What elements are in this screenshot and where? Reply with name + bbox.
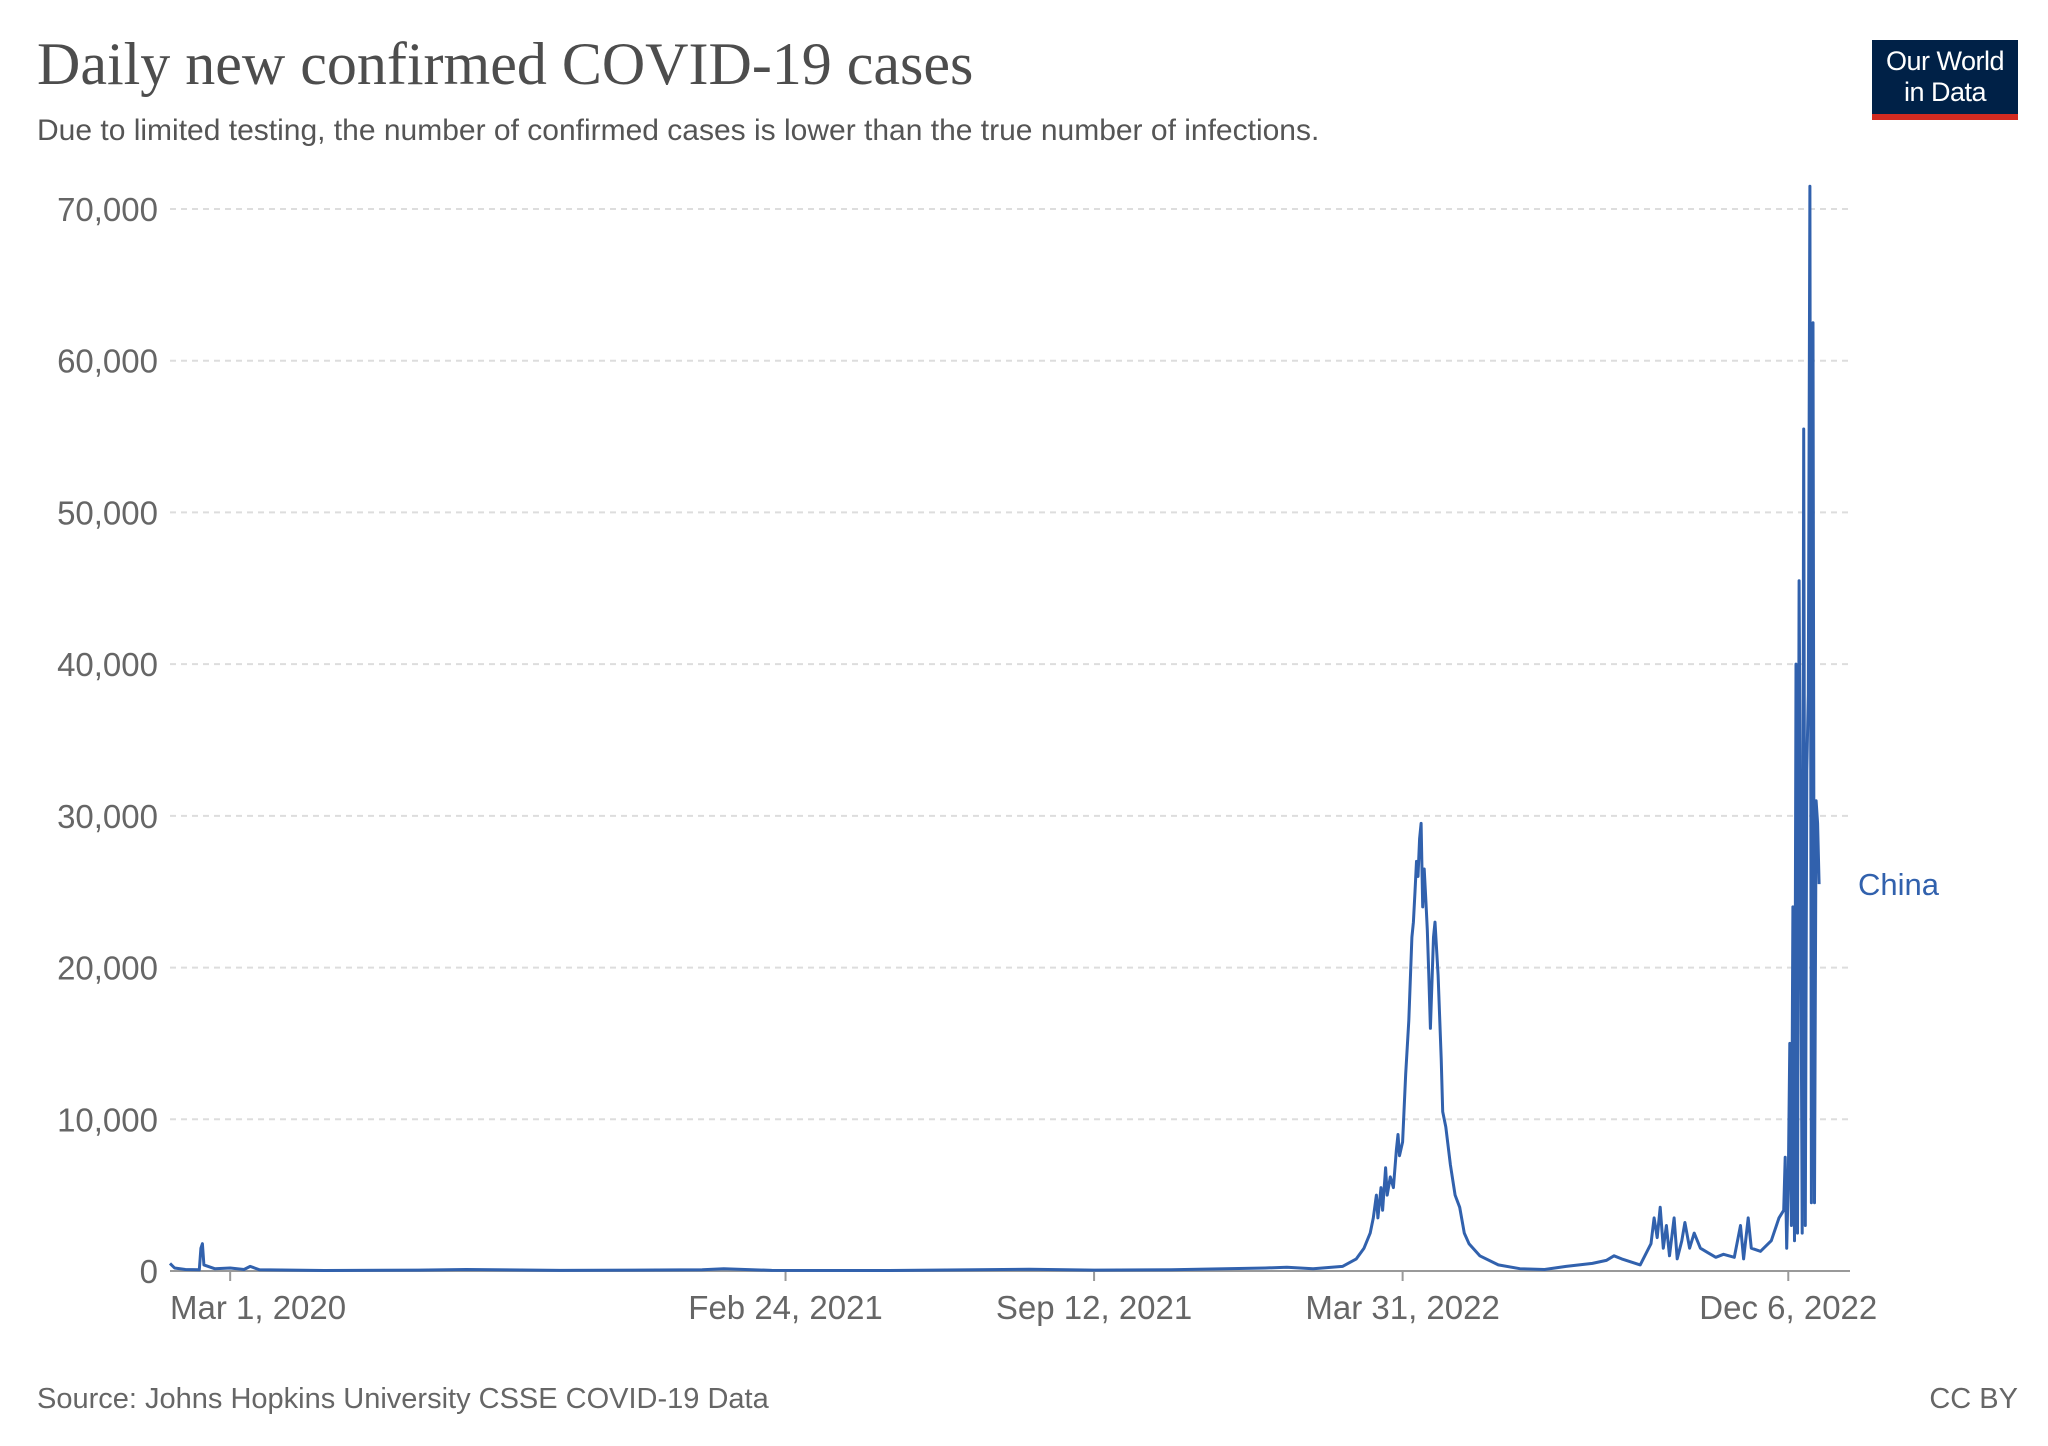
chart-subtitle: Due to limited testing, the number of co… (37, 114, 1320, 147)
y-axis: 0 10,000 20,000 30,000 40,000 50,000 60,000 70,… (57, 191, 158, 1290)
y-tick-label: 60,000 (57, 343, 158, 380)
y-tick-label: 50,000 (57, 494, 158, 531)
y-tick-label: 20,000 (57, 950, 158, 987)
y-tick-label: 10,000 (57, 1101, 158, 1138)
x-tick-label: Mar 1, 2020 (170, 1289, 346, 1326)
source-note[interactable]: Source: Johns Hopkins University CSSE CO… (37, 1383, 769, 1415)
x-tick-label: Feb 24, 2021 (688, 1289, 883, 1326)
y-tick-label: 40,000 (57, 646, 158, 683)
y-tick-label: 0 (140, 1253, 158, 1290)
logo-line-2: in Data (1903, 77, 1987, 107)
x-axis: Mar 1, 2020 Feb 24, 2021 Sep 12, 2021 Mar 3… (170, 1270, 1877, 1326)
x-tick-label: Mar 31, 2022 (1305, 1289, 1499, 1326)
y-tick-label: 30,000 (57, 798, 158, 835)
license-link[interactable]: CC BY (1929, 1383, 2018, 1415)
logo-line-1: Our World (1885, 46, 2005, 76)
x-tick-label: Sep 12, 2021 (996, 1289, 1192, 1326)
series-line-china[interactable] (168, 184, 1821, 1272)
gridlines (170, 208, 1850, 1121)
series-label-china[interactable]: China (1858, 867, 1940, 902)
y-tick-label: 70,000 (57, 191, 158, 228)
owid-logo[interactable]: Our World in Data (1872, 40, 2018, 120)
series-layer: China (168, 184, 1940, 1272)
x-tick-label: Dec 6, 2022 (1699, 1289, 1877, 1326)
chart-title: Daily new confirmed COVID-19 cases (37, 31, 974, 97)
